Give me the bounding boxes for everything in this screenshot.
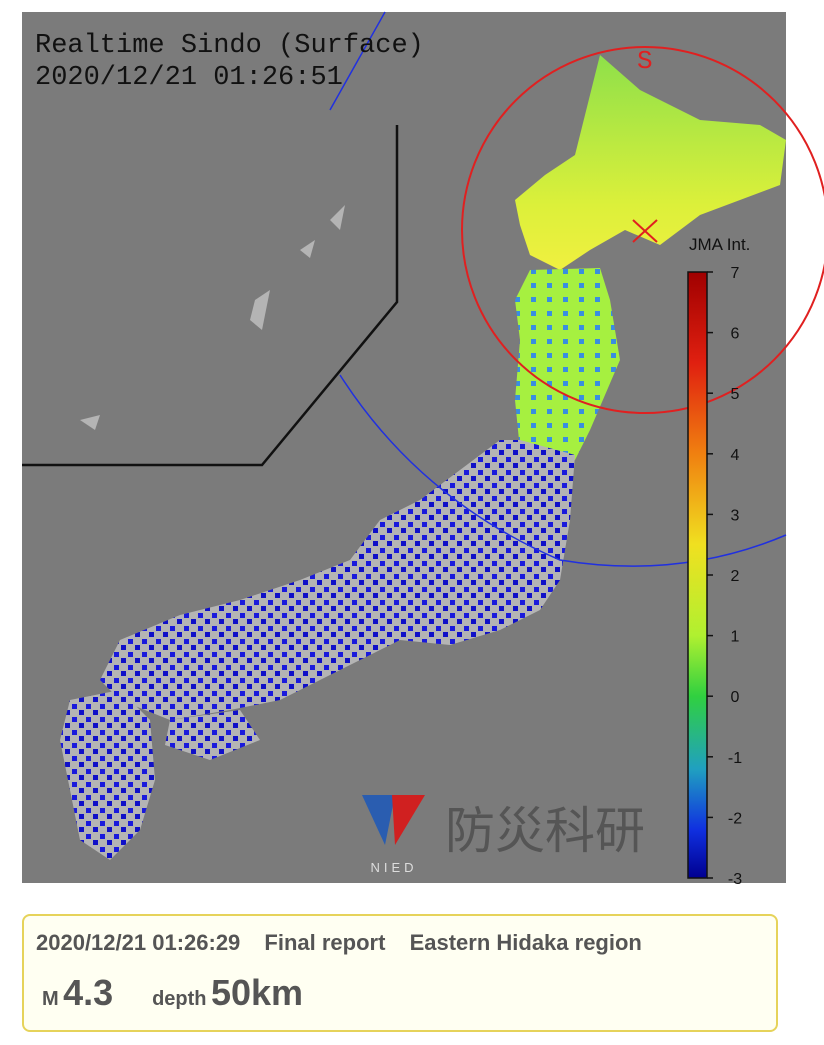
logo-abbr: NIED (370, 860, 417, 875)
scale-tick-label: -2 (728, 810, 742, 827)
epicenter-label: S (637, 46, 653, 76)
logo-mark (362, 795, 395, 845)
scale-tick-label: 6 (731, 326, 740, 343)
logo-name: 防災科研 (445, 803, 645, 859)
report-status: Final report (264, 930, 386, 955)
map-timestamp: 2020/12/21 01:26:51 (35, 63, 343, 93)
kyushu (60, 690, 155, 860)
magnitude: 4.3 (63, 972, 114, 1013)
scale-tick-label: 2 (731, 568, 740, 585)
logo-mark (392, 795, 425, 845)
origin-time: 2020/12/21 01:26:29 (36, 930, 241, 955)
s-wave-circle (461, 46, 824, 414)
p-wave-arc (329, 11, 386, 111)
scale-tick-label: 4 (731, 447, 740, 464)
scale-bar (687, 271, 708, 879)
depth-label: depth (152, 988, 207, 1010)
shikoku (165, 710, 260, 760)
epicenter (632, 219, 658, 243)
scale-tick-label: 3 (731, 507, 740, 524)
scale-title: JMA Int. (689, 235, 750, 254)
scale-ticks: 7 6 5 4 3 2 1 0 -1 -2 -3 (707, 265, 742, 888)
p-wave-arc (339, 374, 787, 567)
region: Eastern Hidaka region (409, 930, 642, 955)
scale-tick-label: 7 (731, 265, 740, 282)
depth: 50km (210, 972, 304, 1013)
scale-tick-label: 5 (731, 386, 740, 403)
magnitude-label: M (42, 988, 59, 1010)
hokkaido (515, 55, 786, 270)
honshu (100, 440, 575, 720)
scale-tick-label: 1 (731, 629, 740, 646)
scale-tick-label: 0 (731, 689, 740, 706)
scale-tick-label: -3 (728, 871, 742, 888)
intensity-map: S Realtime Sindo (Surface) 2020/12/21 01… (22, 11, 824, 888)
inset-border (22, 125, 399, 467)
info-panel: 2020/12/21 01:26:29 Final report Eastern… (22, 914, 778, 1032)
map-title: Realtime Sindo (Surface) (35, 31, 424, 61)
tohoku (515, 268, 620, 470)
scale-tick-label: -1 (728, 750, 742, 767)
